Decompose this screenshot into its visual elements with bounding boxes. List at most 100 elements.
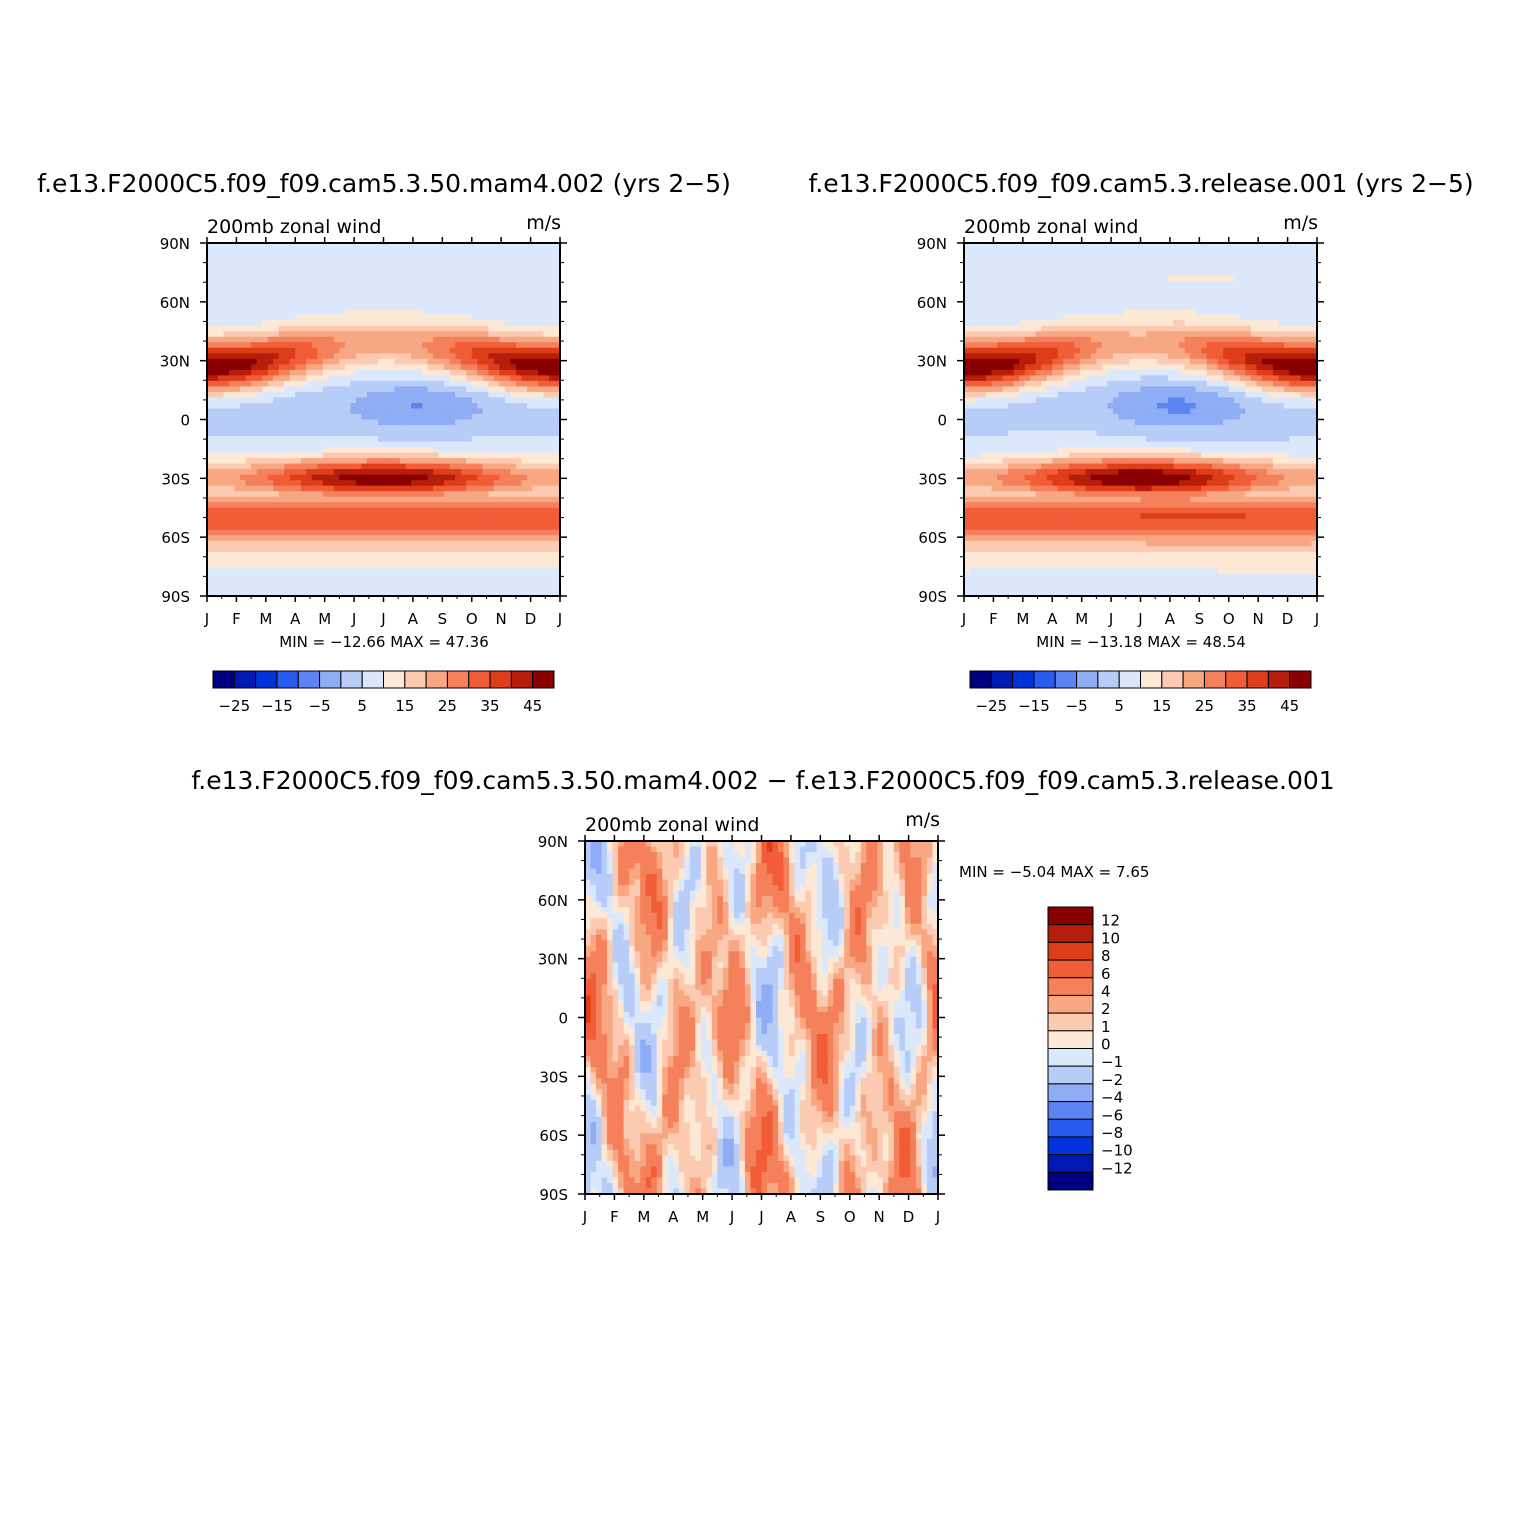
panel1-cell: [526, 436, 534, 443]
panel1-cell: [416, 265, 423, 272]
panel1-cell: [499, 474, 506, 481]
panel1-cell: [405, 243, 412, 250]
panel1-cell: [427, 364, 434, 371]
panel1-cell: [526, 364, 534, 371]
panel2-cell: [1030, 248, 1037, 255]
panel1-cell: [311, 463, 318, 470]
panel1-cell: [322, 369, 329, 376]
panel1-cell: [394, 364, 401, 371]
panel1-cell: [444, 259, 451, 266]
panel1-cell: [383, 551, 390, 558]
panel1-cell: [267, 425, 274, 432]
panel1-cell: [411, 342, 418, 349]
panel1-cell: [306, 568, 313, 575]
colorbar-label: 15: [395, 697, 414, 715]
panel2-cell: [1250, 303, 1257, 310]
panel1-cell: [207, 529, 214, 536]
panel1-cell: [322, 380, 329, 388]
x-tick-label: J: [351, 610, 356, 628]
panel1-cell: [466, 474, 473, 481]
panel1-cell: [537, 474, 545, 481]
panel1-cell: [350, 458, 357, 465]
panel1-cell: [300, 386, 307, 393]
panel1-cell: [355, 380, 363, 388]
panel1-cell: [212, 436, 219, 443]
panel1-cell: [488, 546, 495, 553]
panel1-cell: [438, 469, 445, 476]
panel1-cell: [416, 336, 423, 343]
panel1-cell: [389, 303, 396, 310]
panel1-cell: [361, 386, 368, 393]
panel1-cell: [543, 287, 550, 294]
panel1-cell: [317, 419, 324, 426]
panel1-cell: [212, 507, 219, 514]
panel1-cell: [477, 425, 484, 432]
panel1-cell: [482, 562, 489, 570]
panel1-cell: [515, 480, 522, 487]
panel1-cell: [510, 430, 517, 437]
panel1-cell: [284, 458, 291, 465]
panel1-cell: [372, 402, 379, 410]
panel1-cell: [273, 474, 280, 481]
panel2-cell: [1168, 270, 1175, 277]
panel1-cell: [278, 513, 285, 520]
panel1-cell: [526, 425, 534, 432]
panel1-cell: [394, 331, 401, 338]
panel2-cell: [1140, 248, 1147, 255]
panel1-cell: [295, 287, 302, 294]
panel1-cell: [383, 557, 390, 564]
panel1-cell: [355, 281, 363, 288]
panel1-cell: [350, 496, 357, 503]
panel2-cell: [1151, 248, 1158, 255]
panel1-cell: [482, 480, 489, 487]
panel1-cell: [289, 287, 296, 294]
panel2-cell: [1250, 248, 1257, 255]
panel1-cell: [289, 584, 296, 592]
panel1-cell: [295, 463, 302, 470]
panel2-cell: [1195, 298, 1202, 305]
panel1-cell: [554, 535, 561, 542]
panel1-cell: [416, 480, 423, 487]
panel2-cell: [1151, 254, 1158, 261]
panel2-cell: [1239, 248, 1246, 255]
panel1-cell: [300, 309, 307, 316]
panel1-cell: [339, 413, 346, 421]
panel1-cell: [515, 369, 522, 376]
panel1-cell: [377, 270, 385, 277]
panel1-cell: [229, 573, 236, 581]
panel2-cell: [1212, 259, 1219, 266]
panel1-cell: [218, 469, 225, 476]
panel1-cell: [543, 347, 550, 354]
panel1-cell: [548, 281, 556, 288]
panel1-cell: [521, 254, 528, 261]
panel1-cell: [389, 452, 396, 459]
panel1-cell: [488, 551, 495, 558]
panel1-cell: [526, 259, 534, 266]
panel1-cell: [207, 386, 214, 393]
panel1-cell: [366, 375, 374, 382]
panel1-cell: [306, 254, 313, 261]
panel1-cell: [234, 502, 241, 509]
panel2-cell: [1173, 298, 1180, 305]
panel1-cell: [251, 254, 258, 261]
panel1-cell: [218, 364, 225, 371]
panel1-cell: [416, 380, 423, 388]
panel1-cell: [366, 413, 374, 421]
panel1-cell: [433, 441, 440, 448]
panel2-cell: [1074, 265, 1081, 272]
panel1-cell: [438, 485, 445, 492]
panel2-cell: [1217, 287, 1224, 294]
panel1-cell: [234, 447, 241, 454]
panel1-cell: [333, 342, 340, 349]
panel1-cell: [466, 513, 473, 520]
panel1-cell: [499, 309, 506, 316]
panel1-cell: [344, 303, 352, 310]
panel1-cell: [366, 590, 374, 597]
panel1-cell: [251, 408, 258, 415]
panel1-cell: [510, 380, 517, 388]
panel1-cell: [471, 502, 478, 509]
panel2-cell: [1035, 254, 1042, 261]
panel1-cell: [267, 292, 274, 299]
panel1-cell: [284, 562, 291, 570]
panel1-cell: [278, 496, 285, 503]
